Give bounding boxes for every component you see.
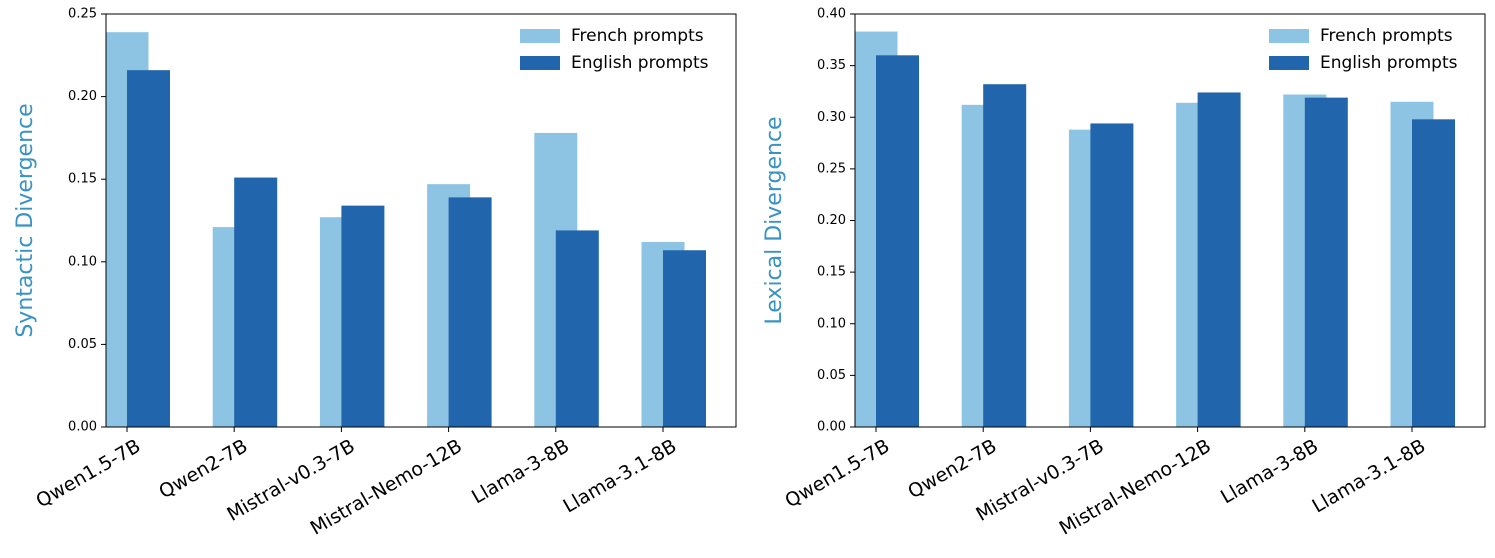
legend-label: English prompts	[571, 53, 709, 73]
bar	[1304, 97, 1348, 427]
legend-swatch	[520, 56, 560, 70]
bar	[1090, 123, 1134, 427]
y-tick-label: 0.15	[817, 265, 846, 280]
legend-label: English prompts	[1320, 53, 1458, 73]
bar	[1412, 119, 1455, 427]
bar	[983, 84, 1027, 428]
bar	[663, 250, 706, 427]
y-axis-title: Lexical Divergence	[762, 116, 787, 324]
y-tick-label: 0.00	[68, 420, 97, 435]
plot-frame	[105, 13, 737, 428]
x-tick-label: Qwen2-7B	[904, 435, 1000, 503]
x-tick-label: Qwen1.5-7B	[781, 435, 893, 512]
y-tick-label: 0.20	[817, 213, 846, 228]
bar	[127, 70, 170, 427]
legend-swatch	[1269, 29, 1309, 43]
x-tick-label: Llama-3.1-8B	[560, 435, 681, 517]
bar	[234, 177, 278, 427]
x-tick-label: Llama-3.1-8B	[1309, 435, 1430, 517]
bar	[876, 55, 919, 428]
y-tick-label: 0.30	[817, 110, 846, 125]
bar	[1197, 92, 1241, 427]
bar	[555, 230, 599, 427]
y-axis-title: Syntactic Divergence	[13, 103, 38, 337]
y-tick-label: 0.25	[68, 7, 97, 22]
legend-label: French prompts	[571, 26, 704, 46]
chart-panel: 0.00 0.05 0.10 0.15 0.20 0.25 0.30 0.35 0.40 Qwen…	[762, 7, 1486, 540]
x-tick-label: Llama-3-8B	[1217, 435, 1322, 508]
y-tick-label: 0.15	[68, 172, 97, 187]
y-tick-label: 0.05	[817, 368, 846, 383]
plot-frame	[854, 13, 1486, 428]
y-tick-label: 0.20	[68, 89, 97, 104]
y-tick-label: 0.10	[817, 316, 846, 331]
y-tick-label: 0.25	[817, 161, 846, 176]
x-tick-label: Llama-3-8B	[468, 435, 573, 508]
y-tick-label: 0.05	[68, 337, 97, 352]
y-tick-label: 0.00	[817, 420, 846, 435]
x-tick-label: Qwen1.5-7B	[32, 435, 144, 512]
legend-swatch	[1269, 56, 1309, 70]
y-tick-label: 0.40	[817, 7, 846, 22]
legend-label: French prompts	[1320, 26, 1453, 46]
bar	[341, 205, 385, 427]
legend-swatch	[520, 29, 560, 43]
y-tick-label: 0.35	[817, 58, 846, 73]
bar	[448, 197, 492, 427]
chart-panel: 0.00 0.05 0.10 0.15 0.20 0.25 Qwen1.5-7B Qwen2-…	[13, 7, 737, 540]
y-tick-label: 0.10	[68, 254, 97, 269]
x-tick-label: Qwen2-7B	[155, 435, 251, 503]
